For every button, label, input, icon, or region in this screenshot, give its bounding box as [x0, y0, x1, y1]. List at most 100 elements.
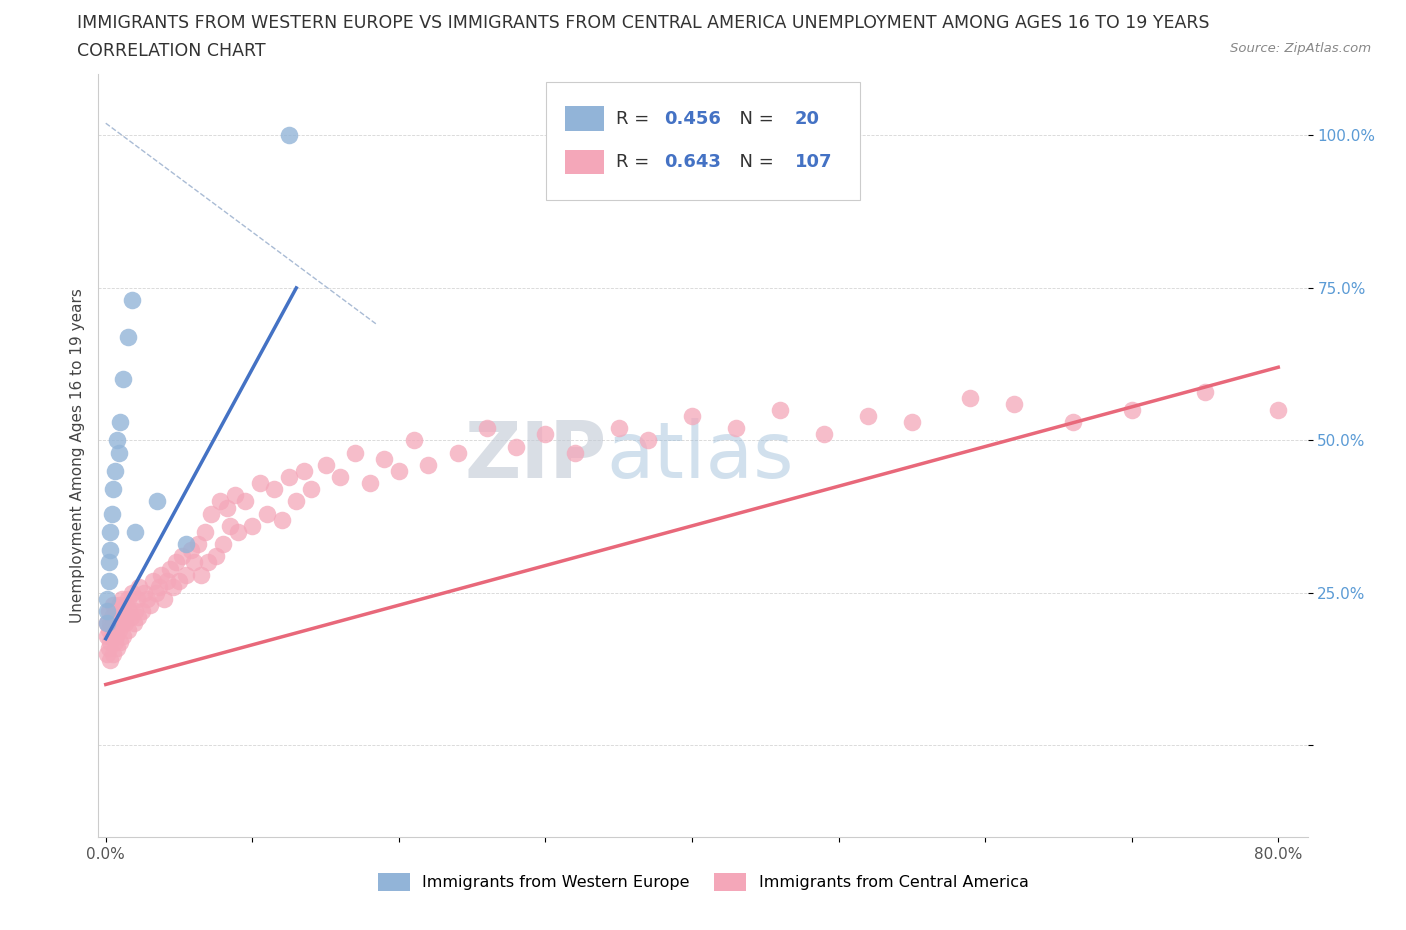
- Point: [418, 458, 440, 472]
- Point: [125, 591, 148, 606]
- Point: [97, 573, 120, 588]
- Point: [256, 506, 278, 521]
- Point: [98, 653, 121, 668]
- Point: [150, 567, 173, 582]
- Text: 0.643: 0.643: [664, 153, 721, 171]
- Point: [121, 293, 143, 308]
- Point: [110, 610, 132, 625]
- Point: [111, 616, 134, 631]
- Point: [97, 555, 120, 570]
- Point: [115, 598, 138, 613]
- Point: [100, 629, 122, 644]
- Point: [97, 604, 120, 618]
- Text: 20: 20: [794, 110, 820, 127]
- Point: [1267, 403, 1289, 418]
- FancyBboxPatch shape: [546, 82, 860, 200]
- Text: IMMIGRANTS FROM WESTERN EUROPE VS IMMIGRANTS FROM CENTRAL AMERICA UNEMPLOYMENT A: IMMIGRANTS FROM WESTERN EUROPE VS IMMIGR…: [77, 14, 1209, 32]
- Point: [167, 573, 190, 588]
- Point: [446, 445, 468, 460]
- Point: [103, 634, 125, 649]
- Point: [101, 646, 124, 661]
- Point: [98, 616, 121, 631]
- Point: [240, 518, 263, 533]
- Point: [98, 525, 121, 539]
- Point: [233, 494, 256, 509]
- Point: [107, 641, 129, 656]
- Point: [121, 586, 143, 601]
- Point: [100, 506, 122, 521]
- Point: [145, 586, 167, 601]
- Point: [96, 591, 118, 606]
- FancyBboxPatch shape: [565, 150, 603, 174]
- Point: [128, 579, 150, 594]
- Point: [131, 604, 153, 618]
- Point: [856, 408, 879, 423]
- Point: [132, 586, 155, 601]
- Point: [212, 537, 235, 551]
- Point: [197, 555, 219, 570]
- Point: [194, 525, 217, 539]
- Point: [505, 439, 527, 454]
- Point: [96, 616, 118, 631]
- Point: [475, 420, 498, 435]
- Point: [1004, 396, 1026, 411]
- Point: [162, 579, 184, 594]
- Point: [108, 445, 131, 460]
- Point: [103, 463, 125, 478]
- Point: [153, 591, 176, 606]
- Point: [98, 543, 121, 558]
- Point: [127, 610, 149, 625]
- Point: [343, 445, 366, 460]
- Point: [120, 610, 142, 625]
- Text: 107: 107: [794, 153, 832, 171]
- Point: [110, 634, 132, 649]
- FancyBboxPatch shape: [565, 106, 603, 131]
- Point: [107, 616, 129, 631]
- Point: [959, 391, 981, 405]
- Point: [226, 525, 249, 539]
- Point: [107, 433, 129, 448]
- Point: [564, 445, 586, 460]
- Point: [534, 427, 557, 442]
- Point: [105, 604, 128, 618]
- Point: [373, 451, 395, 466]
- Text: 0.456: 0.456: [664, 110, 721, 127]
- Text: Source: ZipAtlas.com: Source: ZipAtlas.com: [1230, 42, 1371, 55]
- Point: [204, 549, 226, 564]
- Point: [146, 494, 169, 509]
- Point: [388, 463, 411, 478]
- Point: [98, 634, 121, 649]
- Point: [105, 629, 128, 644]
- Point: [97, 641, 120, 656]
- Point: [97, 622, 120, 637]
- Point: [101, 482, 124, 497]
- Point: [183, 555, 205, 570]
- Point: [112, 372, 135, 387]
- Point: [111, 591, 134, 606]
- Text: atlas: atlas: [606, 418, 794, 494]
- Point: [118, 604, 141, 618]
- Point: [813, 427, 835, 442]
- Point: [270, 512, 292, 527]
- Point: [108, 622, 131, 637]
- Point: [135, 591, 157, 606]
- Point: [219, 518, 242, 533]
- Y-axis label: Unemployment Among Ages 16 to 19 years: Unemployment Among Ages 16 to 19 years: [69, 288, 84, 623]
- Point: [209, 494, 232, 509]
- Point: [187, 537, 209, 551]
- Point: [681, 408, 703, 423]
- Point: [170, 549, 193, 564]
- Point: [101, 622, 124, 637]
- Point: [165, 555, 187, 570]
- Point: [329, 470, 352, 485]
- Point: [156, 573, 179, 588]
- Point: [769, 403, 792, 418]
- Point: [200, 506, 222, 521]
- Point: [724, 420, 747, 435]
- Point: [901, 415, 924, 430]
- Point: [110, 415, 132, 430]
- Point: [142, 573, 165, 588]
- Point: [402, 433, 425, 448]
- Point: [101, 598, 124, 613]
- Point: [108, 598, 131, 613]
